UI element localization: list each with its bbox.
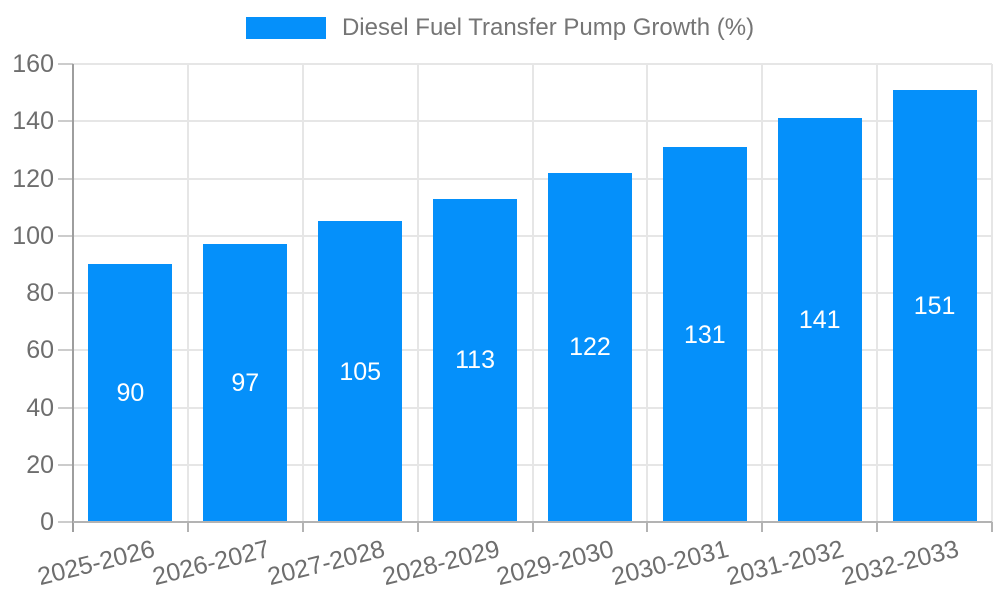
gridline-vertical [531, 64, 534, 522]
bar[interactable] [203, 244, 288, 521]
y-axis-tick-label: 140 [12, 107, 54, 136]
bar[interactable] [88, 264, 173, 521]
bar-value-label: 90 [116, 379, 145, 408]
gridline-vertical [301, 64, 304, 522]
bar-value-label: 105 [339, 357, 382, 386]
bar[interactable] [318, 221, 403, 521]
y-axis-tick [58, 406, 73, 409]
bar-value-label: 131 [683, 320, 726, 349]
bar[interactable] [662, 147, 747, 521]
x-axis-tick [876, 522, 879, 532]
x-axis-tick [301, 522, 304, 532]
bar-value-label: 141 [798, 306, 841, 335]
y-axis-tick-label: 160 [12, 50, 54, 78]
gridline-vertical [761, 64, 764, 522]
bar-value-label: 97 [231, 369, 260, 398]
x-axis-line [73, 521, 992, 523]
bar-value-label: 151 [913, 291, 956, 320]
y-axis-tick [58, 63, 73, 65]
x-axis-tick [646, 522, 649, 532]
gridline-vertical [186, 64, 189, 522]
legend-swatch [245, 17, 326, 39]
y-axis-tick-label: 60 [26, 336, 54, 365]
gridline-vertical [646, 64, 649, 522]
x-axis-tick-label: 2026-2027 [149, 534, 273, 592]
y-axis-tick-label: 20 [26, 450, 54, 479]
bar[interactable] [433, 198, 518, 521]
gridline-vertical [991, 64, 993, 522]
x-axis-tick-label: 2029-2030 [494, 534, 617, 592]
bar-value-label: 113 [455, 346, 495, 375]
x-axis-tick-label: 2030-2031 [609, 534, 732, 592]
y-axis-line [72, 64, 74, 532]
y-axis-tick [58, 120, 73, 123]
x-axis-tick-label: 2027-2028 [264, 534, 388, 592]
chart-legend: Diesel Fuel Transfer Pump Growth (%) [0, 14, 1000, 42]
x-axis-tick-label: 2031-2032 [723, 534, 847, 592]
x-axis-tick [186, 522, 189, 532]
y-axis-tick-label: 120 [12, 164, 54, 193]
bar[interactable] [777, 118, 862, 521]
y-axis-tick-label: 0 [40, 508, 54, 536]
y-axis-tick-label: 100 [12, 221, 54, 250]
x-axis-tick-label: 2025-2026 [34, 534, 158, 592]
legend-label: Diesel Fuel Transfer Pump Growth (%) [341, 14, 755, 41]
bar[interactable] [547, 172, 632, 521]
y-axis-tick [58, 234, 73, 237]
y-axis-tick [58, 177, 73, 180]
y-axis-tick [58, 521, 73, 523]
y-axis-tick [58, 292, 73, 294]
gridline-vertical [416, 64, 419, 522]
bar-value-label: 122 [569, 333, 611, 362]
y-axis-tick [58, 463, 73, 466]
x-axis-tick-label: 2032-2033 [838, 534, 962, 592]
x-axis-tick [761, 522, 764, 532]
y-axis-tick-label: 40 [26, 393, 54, 422]
x-axis-tick-label: 2028-2029 [379, 534, 503, 592]
y-axis-tick-label: 80 [26, 279, 54, 307]
bar[interactable] [892, 89, 977, 521]
x-axis-tick [416, 522, 419, 532]
y-axis-tick [58, 349, 73, 352]
gridline-vertical [876, 64, 879, 522]
x-axis-tick [991, 522, 993, 532]
x-axis-tick [531, 522, 534, 532]
